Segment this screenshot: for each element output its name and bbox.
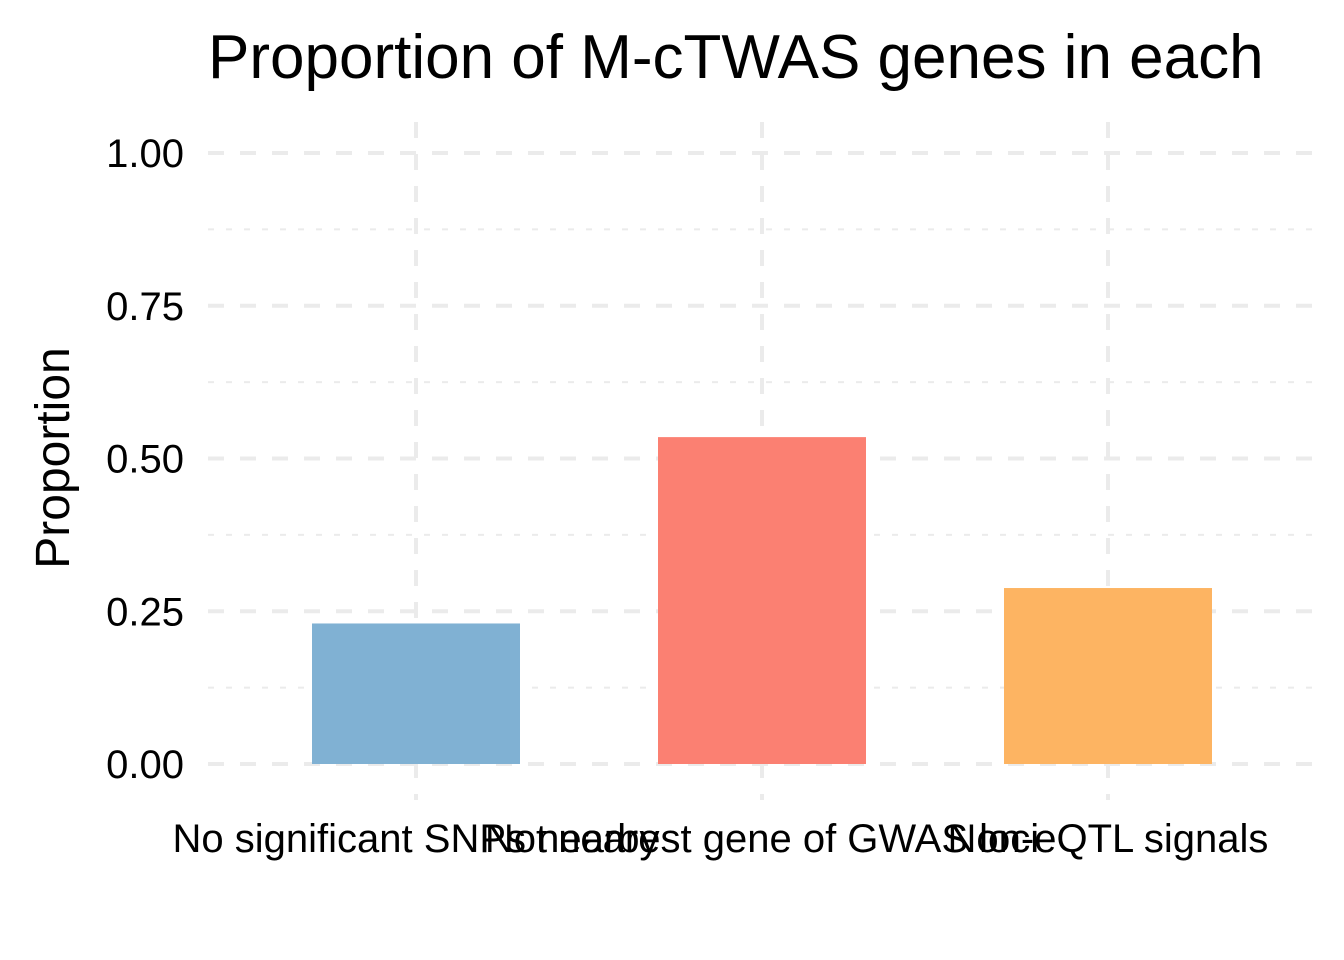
y-tick-label: 0.25 (106, 590, 184, 634)
y-tick-label: 0.00 (106, 743, 184, 787)
x-tick-label: No significant SNPs nearby (173, 817, 660, 861)
bar-3 (1004, 588, 1212, 764)
y-axis-label: Proportion (27, 347, 80, 568)
bar-2 (658, 437, 866, 764)
y-tick-label: 1.00 (106, 132, 184, 176)
chart-title: Proportion of M-cTWAS genes in each (208, 23, 1264, 92)
y-tick-label: 0.50 (106, 438, 184, 482)
y-axis-ticks: 0.00 0.25 0.50 0.75 1.00 (106, 132, 184, 787)
x-tick-label: Non-eQTL signals (948, 817, 1269, 861)
bar-1 (312, 623, 520, 764)
y-tick-label: 0.75 (106, 285, 184, 329)
bars (312, 437, 1212, 764)
x-tick-label: Not nearest gene of GWAS loci (485, 817, 1039, 861)
